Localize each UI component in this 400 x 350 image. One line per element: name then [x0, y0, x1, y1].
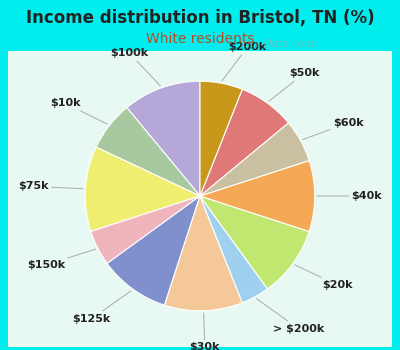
- Wedge shape: [107, 196, 200, 305]
- Wedge shape: [96, 107, 200, 196]
- Wedge shape: [200, 196, 268, 303]
- Text: $60k: $60k: [303, 118, 364, 140]
- Wedge shape: [200, 196, 309, 289]
- Wedge shape: [127, 81, 200, 196]
- Text: Income distribution in Bristol, TN (%): Income distribution in Bristol, TN (%): [26, 9, 374, 27]
- Wedge shape: [200, 161, 315, 231]
- Text: $20k: $20k: [295, 265, 353, 290]
- Text: White residents: White residents: [146, 32, 254, 46]
- Text: $100k: $100k: [110, 48, 160, 86]
- Text: $30k: $30k: [190, 313, 220, 350]
- Wedge shape: [91, 196, 200, 264]
- Wedge shape: [200, 81, 242, 196]
- Wedge shape: [164, 196, 242, 311]
- Text: $125k: $125k: [73, 291, 131, 324]
- Text: City-Data.com: City-Data.com: [240, 40, 314, 49]
- Text: $75k: $75k: [18, 182, 83, 191]
- Text: $10k: $10k: [50, 98, 108, 124]
- Wedge shape: [200, 89, 288, 196]
- Text: $40k: $40k: [317, 191, 382, 201]
- Wedge shape: [85, 147, 200, 231]
- Wedge shape: [200, 123, 309, 196]
- Text: $200k: $200k: [222, 42, 266, 81]
- Text: $50k: $50k: [269, 68, 320, 101]
- Text: > $200k: > $200k: [256, 299, 324, 334]
- Text: $150k: $150k: [27, 249, 96, 270]
